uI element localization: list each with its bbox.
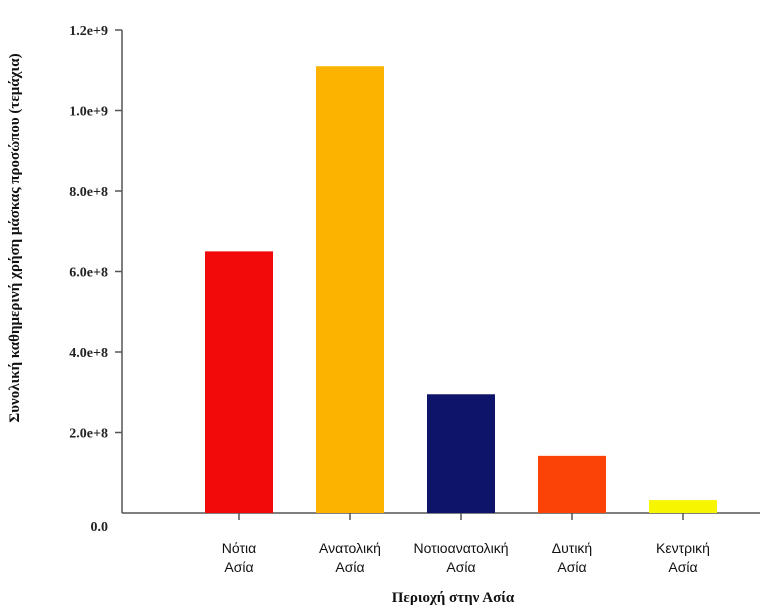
x-axis-title: Περιοχή στην Ασία xyxy=(392,590,515,606)
category-label: Νότια xyxy=(222,540,256,556)
category-label: Ασία xyxy=(668,559,697,575)
y-tick-label: 1.2e+9 xyxy=(69,24,108,39)
y-axis-title: Συνολική καθημερινή χρήση μάσκας προσώπο… xyxy=(7,53,23,422)
y-tick-label: 0.0 xyxy=(91,520,109,535)
y-tick-label: 2.0e+8 xyxy=(69,427,108,442)
bar xyxy=(649,500,717,513)
y-axis: 0.0 2.0e+8 4.0e+8 6.0e+8 8.0e+8 1.0e+9 1.2e+9 xyxy=(69,24,123,535)
category-label: Νοτιοανατολική xyxy=(413,540,508,556)
x-axis xyxy=(122,512,760,520)
category-label: Ασία xyxy=(224,559,253,575)
category-labels: Νότια Ασία Ανατολική Ασία Νοτιοανατολική Ασία… xyxy=(222,540,710,575)
category-label: Ασία xyxy=(335,559,364,575)
y-tick-label: 8.0e+8 xyxy=(69,185,108,200)
category-label: Ασία xyxy=(557,559,586,575)
category-label: Ασία xyxy=(446,559,475,575)
bar xyxy=(316,66,384,513)
y-tick-label: 1.0e+9 xyxy=(69,105,108,120)
bar xyxy=(205,251,273,513)
bar xyxy=(427,394,495,513)
y-tick-label: 4.0e+8 xyxy=(69,346,108,361)
bar xyxy=(538,455,606,513)
bars xyxy=(205,66,717,513)
category-label: Κεντρική xyxy=(656,540,710,556)
category-label: Ανατολική xyxy=(319,540,381,556)
y-tick-label: 6.0e+8 xyxy=(69,266,108,281)
category-label: Δυτική xyxy=(552,540,592,556)
